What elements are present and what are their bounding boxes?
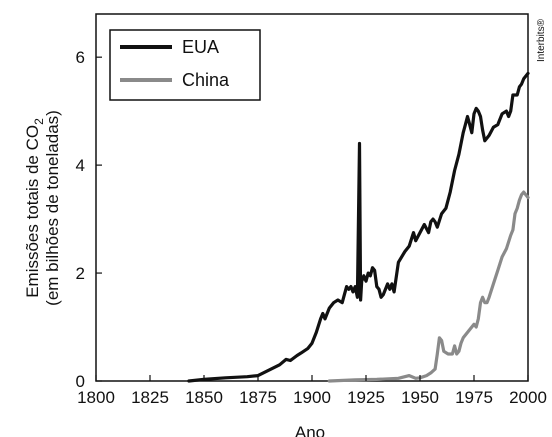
series-line-china <box>327 190 530 383</box>
legend-label-eua: EUA <box>182 37 219 57</box>
credit-text: Interbits® <box>536 18 547 62</box>
series-layer <box>187 71 530 383</box>
x-tick-label: 1875 <box>239 388 277 407</box>
y-axis-label-subscript: 2 <box>32 118 46 125</box>
legend-box <box>109 29 261 101</box>
legend: EUA China <box>109 29 261 101</box>
ticks-layer: 1800 1825 1850 1875 1900 1925 1950 1975 2000 0 2 4 6 <box>76 48 547 407</box>
y-tick-label: 4 <box>76 156 85 175</box>
y-axis-label: Emissões totais de CO2 <box>23 118 46 298</box>
labels-layer: Ano Emissões totais de CO2 (em bilhões d… <box>23 18 547 437</box>
x-tick-label: 1950 <box>401 388 439 407</box>
x-tick-label: 2000 <box>509 388 547 407</box>
series-line-eua <box>187 71 530 383</box>
x-tick-label: 1925 <box>347 388 385 407</box>
y-axis-label-line2: (em bilhões de toneladas) <box>43 110 62 306</box>
y-axis-label-prefix: Emissões totais de CO <box>23 125 42 298</box>
x-tick-label: 1900 <box>293 388 331 407</box>
y-tick-label: 2 <box>76 264 85 283</box>
x-axis-label: Ano <box>295 423 325 437</box>
x-tick-label: 1850 <box>185 388 223 407</box>
x-tick-label: 1800 <box>77 388 115 407</box>
x-tick-label: 1975 <box>455 388 493 407</box>
y-tick-label: 0 <box>76 372 85 391</box>
y-tick-label: 6 <box>76 48 85 67</box>
legend-label-china: China <box>182 70 230 90</box>
x-tick-label: 1825 <box>131 388 169 407</box>
